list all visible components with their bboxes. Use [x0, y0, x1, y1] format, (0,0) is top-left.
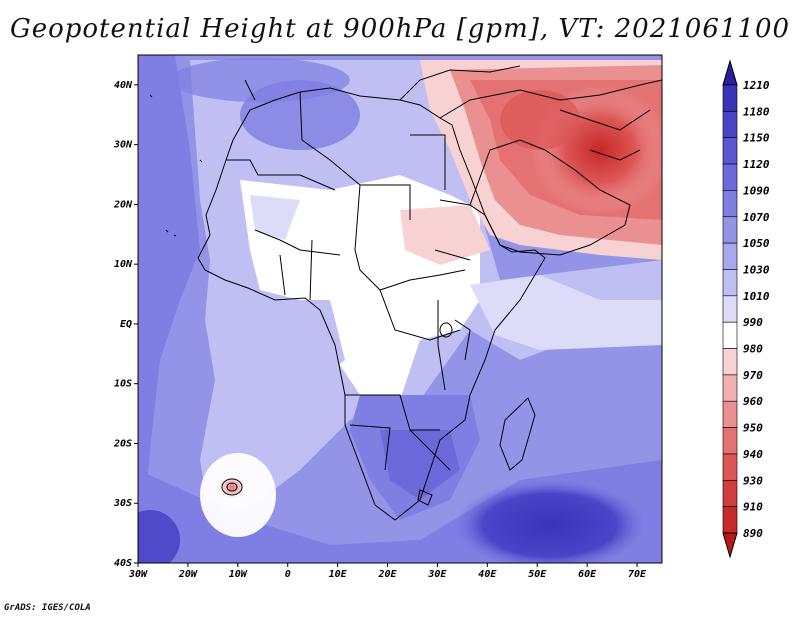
lon-tick-label: 30W — [128, 569, 148, 580]
lat-tick-label: 20N — [113, 199, 133, 210]
lat-tick-label: 10N — [114, 259, 133, 270]
colorbar-label: 930 — [743, 474, 763, 487]
lat-tick-label: 30N — [113, 140, 133, 151]
lat-tick-label: 10S — [114, 379, 132, 390]
colorbar-swatch — [722, 374, 738, 402]
colorbar-swatch — [722, 295, 738, 323]
lat-tick-label: 30S — [113, 498, 132, 509]
lon-tick-label: 20E — [377, 569, 397, 580]
colorbar-swatch — [722, 506, 738, 534]
colorbar-top-arrow — [722, 59, 738, 86]
lon-tick-label: 10E — [329, 569, 348, 580]
lat-tick-label: EQ — [120, 319, 132, 330]
lon-tick-label: 40E — [478, 569, 497, 580]
lat-tick-label: 20S — [113, 438, 132, 449]
colorbar-swatch — [722, 163, 738, 191]
lat-tick-label: 40N — [114, 80, 133, 91]
lon-tick-label: 10W — [229, 569, 248, 580]
colorbar-label: 970 — [743, 369, 763, 382]
colorbar-swatch — [722, 453, 738, 481]
lon-tick-label: 20W — [178, 569, 198, 580]
colorbar-label: 940 — [743, 448, 763, 461]
colorbar-swatch — [722, 479, 738, 507]
colorbar-swatch — [722, 190, 738, 218]
colorbar-swatch — [722, 427, 738, 455]
colorbar-swatch — [722, 84, 738, 112]
shaded-field — [138, 55, 662, 563]
lon-tick-label: 0 — [285, 569, 291, 580]
latitude-axis: 40N 30N 20N 10N EQ 10S 20S 30S 40S — [113, 80, 138, 569]
colorbar-swatch — [722, 348, 738, 376]
colorbar-label: 1090 — [743, 184, 770, 197]
colorbar-label: 1120 — [743, 158, 770, 171]
credit-label: GrADS: IGES/COLA — [4, 603, 91, 613]
longitude-axis: 30W 20W 10W 0 10E 20E 30E 40E 50E 60E 70E — [128, 563, 647, 580]
colorbar-label: 990 — [743, 316, 763, 329]
coastlines — [149, 65, 662, 521]
colorbar-label: 910 — [743, 501, 763, 514]
colorbar-label: 1180 — [743, 105, 770, 118]
colorbar-swatch — [722, 269, 738, 297]
colorbar-label: 1010 — [743, 290, 770, 303]
colorbar-label: 1050 — [743, 237, 770, 250]
colorbar-swatch — [722, 216, 738, 244]
colorbar-label: 890 — [743, 527, 763, 540]
colorbar-swatch — [722, 321, 738, 349]
lon-tick-label: 30E — [427, 569, 447, 580]
colorbar-swatch — [722, 137, 738, 165]
colorbar-label: 1070 — [743, 211, 770, 224]
lon-tick-label: 50E — [528, 569, 547, 580]
map-frame — [137, 54, 663, 564]
chart-title: Geopotential Height at 900hPa [gpm], VT:… — [9, 14, 791, 44]
colorbar-label: 950 — [743, 422, 763, 435]
colorbar-bottom-arrow — [722, 532, 738, 559]
colorbar-swatch — [722, 400, 738, 428]
colorbar-swatch — [722, 242, 738, 270]
colorbar-label: 1150 — [743, 132, 770, 145]
lat-tick-label: 40S — [114, 558, 132, 569]
colorbar-swatch — [722, 111, 738, 139]
colorbar-label: 1210 — [743, 79, 770, 92]
colorbar-label: 1030 — [743, 263, 770, 276]
colorbar-label: 980 — [743, 343, 763, 356]
colorbar-label: 960 — [743, 395, 763, 408]
lon-tick-label: 60E — [578, 569, 597, 580]
colorbar: 1210 1180 1150 1120 1090 1070 1050 1030 1010 990 9… — [722, 59, 770, 559]
lon-tick-label: 70E — [628, 569, 647, 580]
